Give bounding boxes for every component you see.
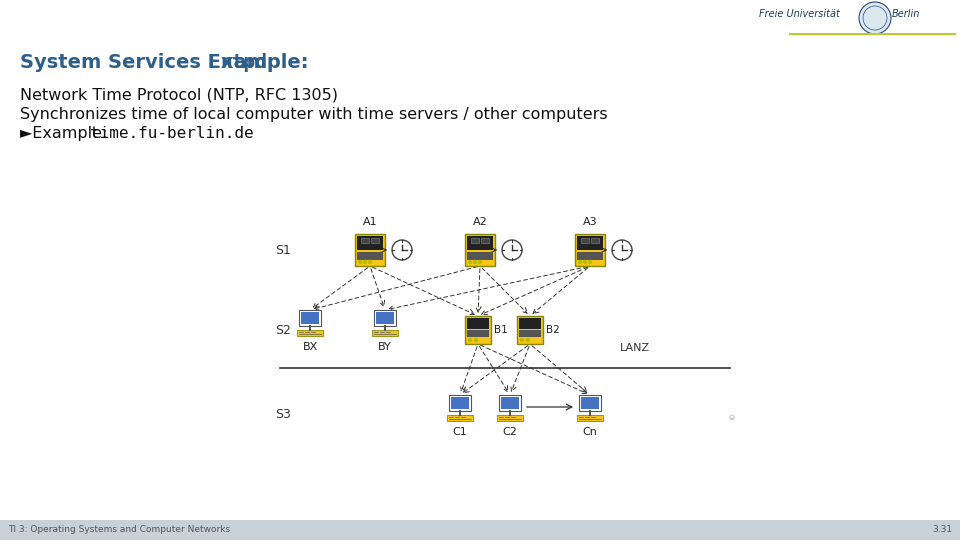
Text: BX: BX <box>302 342 318 352</box>
Bar <box>467 236 493 251</box>
Bar <box>467 318 489 329</box>
Bar <box>301 312 319 324</box>
Circle shape <box>474 339 477 341</box>
Bar <box>376 312 394 324</box>
Circle shape <box>468 260 471 264</box>
Text: A1: A1 <box>363 217 377 227</box>
Circle shape <box>579 260 582 264</box>
Bar <box>591 238 599 243</box>
Bar <box>0 520 960 540</box>
Circle shape <box>588 260 591 264</box>
Text: S3: S3 <box>275 408 291 422</box>
Circle shape <box>502 240 522 260</box>
Text: 3.31: 3.31 <box>932 525 952 535</box>
Text: A2: A2 <box>472 217 488 227</box>
Text: ntpd: ntpd <box>220 53 267 72</box>
Bar <box>481 238 489 243</box>
FancyBboxPatch shape <box>465 234 495 266</box>
Bar <box>471 238 479 243</box>
Bar <box>447 415 473 421</box>
Text: System Services Example:: System Services Example: <box>20 53 315 72</box>
Circle shape <box>859 2 891 34</box>
Bar <box>577 236 603 251</box>
Text: time.fu-berlin.de: time.fu-berlin.de <box>90 126 253 141</box>
Text: ►Example:: ►Example: <box>20 126 112 141</box>
Text: TI 3: Operating Systems and Computer Networks: TI 3: Operating Systems and Computer Net… <box>8 525 230 535</box>
Bar <box>371 238 379 243</box>
FancyBboxPatch shape <box>517 316 543 344</box>
Text: A3: A3 <box>583 217 597 227</box>
Text: LANZ: LANZ <box>620 343 650 353</box>
FancyBboxPatch shape <box>355 234 385 266</box>
Bar <box>497 415 523 421</box>
Text: BY: BY <box>378 342 392 352</box>
Bar <box>467 252 493 260</box>
Text: Freie Universität: Freie Universität <box>759 9 840 19</box>
Circle shape <box>369 260 372 264</box>
Circle shape <box>478 260 482 264</box>
Circle shape <box>612 240 632 260</box>
Bar <box>519 330 541 337</box>
Text: S1: S1 <box>275 244 291 256</box>
Circle shape <box>584 260 587 264</box>
Bar <box>579 395 601 411</box>
Bar <box>374 310 396 326</box>
Bar <box>501 397 519 409</box>
Bar <box>357 236 383 251</box>
Bar <box>577 252 603 260</box>
Text: C1: C1 <box>452 427 468 437</box>
Bar <box>357 252 383 260</box>
Bar <box>299 310 321 326</box>
Bar <box>581 397 599 409</box>
Circle shape <box>520 339 523 341</box>
Text: Network Time Protocol (NTP, RFC 1305): Network Time Protocol (NTP, RFC 1305) <box>20 88 338 103</box>
Text: Cn: Cn <box>583 427 597 437</box>
Bar <box>372 330 398 336</box>
Text: Synchronizes time of local computer with time servers / other computers: Synchronizes time of local computer with… <box>20 107 608 122</box>
Circle shape <box>473 260 476 264</box>
FancyBboxPatch shape <box>465 316 491 344</box>
Circle shape <box>358 260 362 264</box>
Bar <box>297 330 323 336</box>
Circle shape <box>526 339 530 341</box>
Text: S2: S2 <box>275 323 291 336</box>
Bar <box>361 238 369 243</box>
FancyBboxPatch shape <box>575 234 605 266</box>
Text: Berlin: Berlin <box>892 9 920 19</box>
Text: B1: B1 <box>494 325 508 335</box>
Bar <box>519 318 541 329</box>
Bar <box>467 330 489 337</box>
Text: B2: B2 <box>546 325 560 335</box>
Bar <box>577 415 603 421</box>
Bar <box>499 395 521 411</box>
Circle shape <box>392 240 412 260</box>
Text: ©: © <box>730 411 736 418</box>
Bar <box>449 395 471 411</box>
Circle shape <box>468 339 471 341</box>
Circle shape <box>364 260 367 264</box>
Bar <box>581 238 589 243</box>
Bar <box>451 397 469 409</box>
Text: C2: C2 <box>503 427 517 437</box>
